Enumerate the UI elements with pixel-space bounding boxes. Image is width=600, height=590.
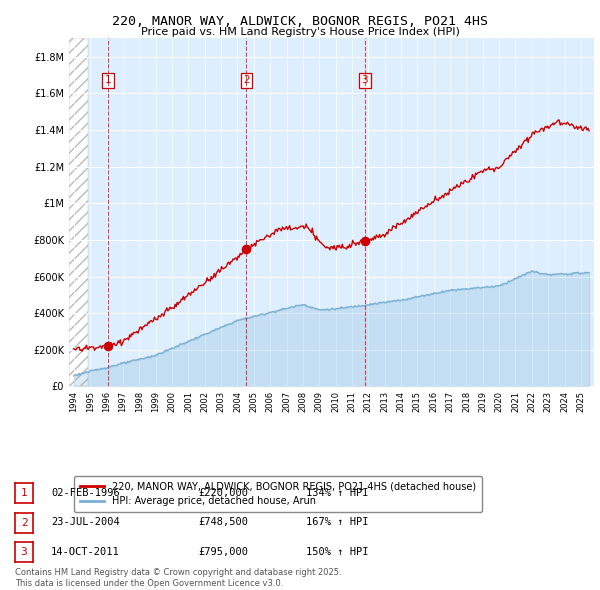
Text: £748,500: £748,500 <box>198 517 248 527</box>
Text: 23-JUL-2004: 23-JUL-2004 <box>51 517 120 527</box>
Text: 1: 1 <box>20 489 28 498</box>
Text: 02-FEB-1996: 02-FEB-1996 <box>51 488 120 497</box>
Text: 3: 3 <box>20 548 28 557</box>
Text: Contains HM Land Registry data © Crown copyright and database right 2025.
This d: Contains HM Land Registry data © Crown c… <box>15 568 341 588</box>
Text: 14-OCT-2011: 14-OCT-2011 <box>51 547 120 556</box>
Bar <box>69 38 88 386</box>
Text: 134% ↑ HPI: 134% ↑ HPI <box>306 488 368 497</box>
Text: 3: 3 <box>362 75 368 85</box>
Point <box>242 245 251 254</box>
Text: Price paid vs. HM Land Registry's House Price Index (HPI): Price paid vs. HM Land Registry's House … <box>140 27 460 37</box>
Point <box>360 236 370 245</box>
Text: 1: 1 <box>104 75 111 85</box>
Point <box>103 342 113 351</box>
Text: £220,000: £220,000 <box>198 488 248 497</box>
Text: 2: 2 <box>243 75 250 85</box>
Text: 2: 2 <box>20 518 28 527</box>
Legend: 220, MANOR WAY, ALDWICK, BOGNOR REGIS, PO21 4HS (detached house), HPI: Average p: 220, MANOR WAY, ALDWICK, BOGNOR REGIS, P… <box>74 476 482 512</box>
Text: 220, MANOR WAY, ALDWICK, BOGNOR REGIS, PO21 4HS: 220, MANOR WAY, ALDWICK, BOGNOR REGIS, P… <box>112 15 488 28</box>
Text: 150% ↑ HPI: 150% ↑ HPI <box>306 547 368 556</box>
Text: 167% ↑ HPI: 167% ↑ HPI <box>306 517 368 527</box>
Text: £795,000: £795,000 <box>198 547 248 556</box>
